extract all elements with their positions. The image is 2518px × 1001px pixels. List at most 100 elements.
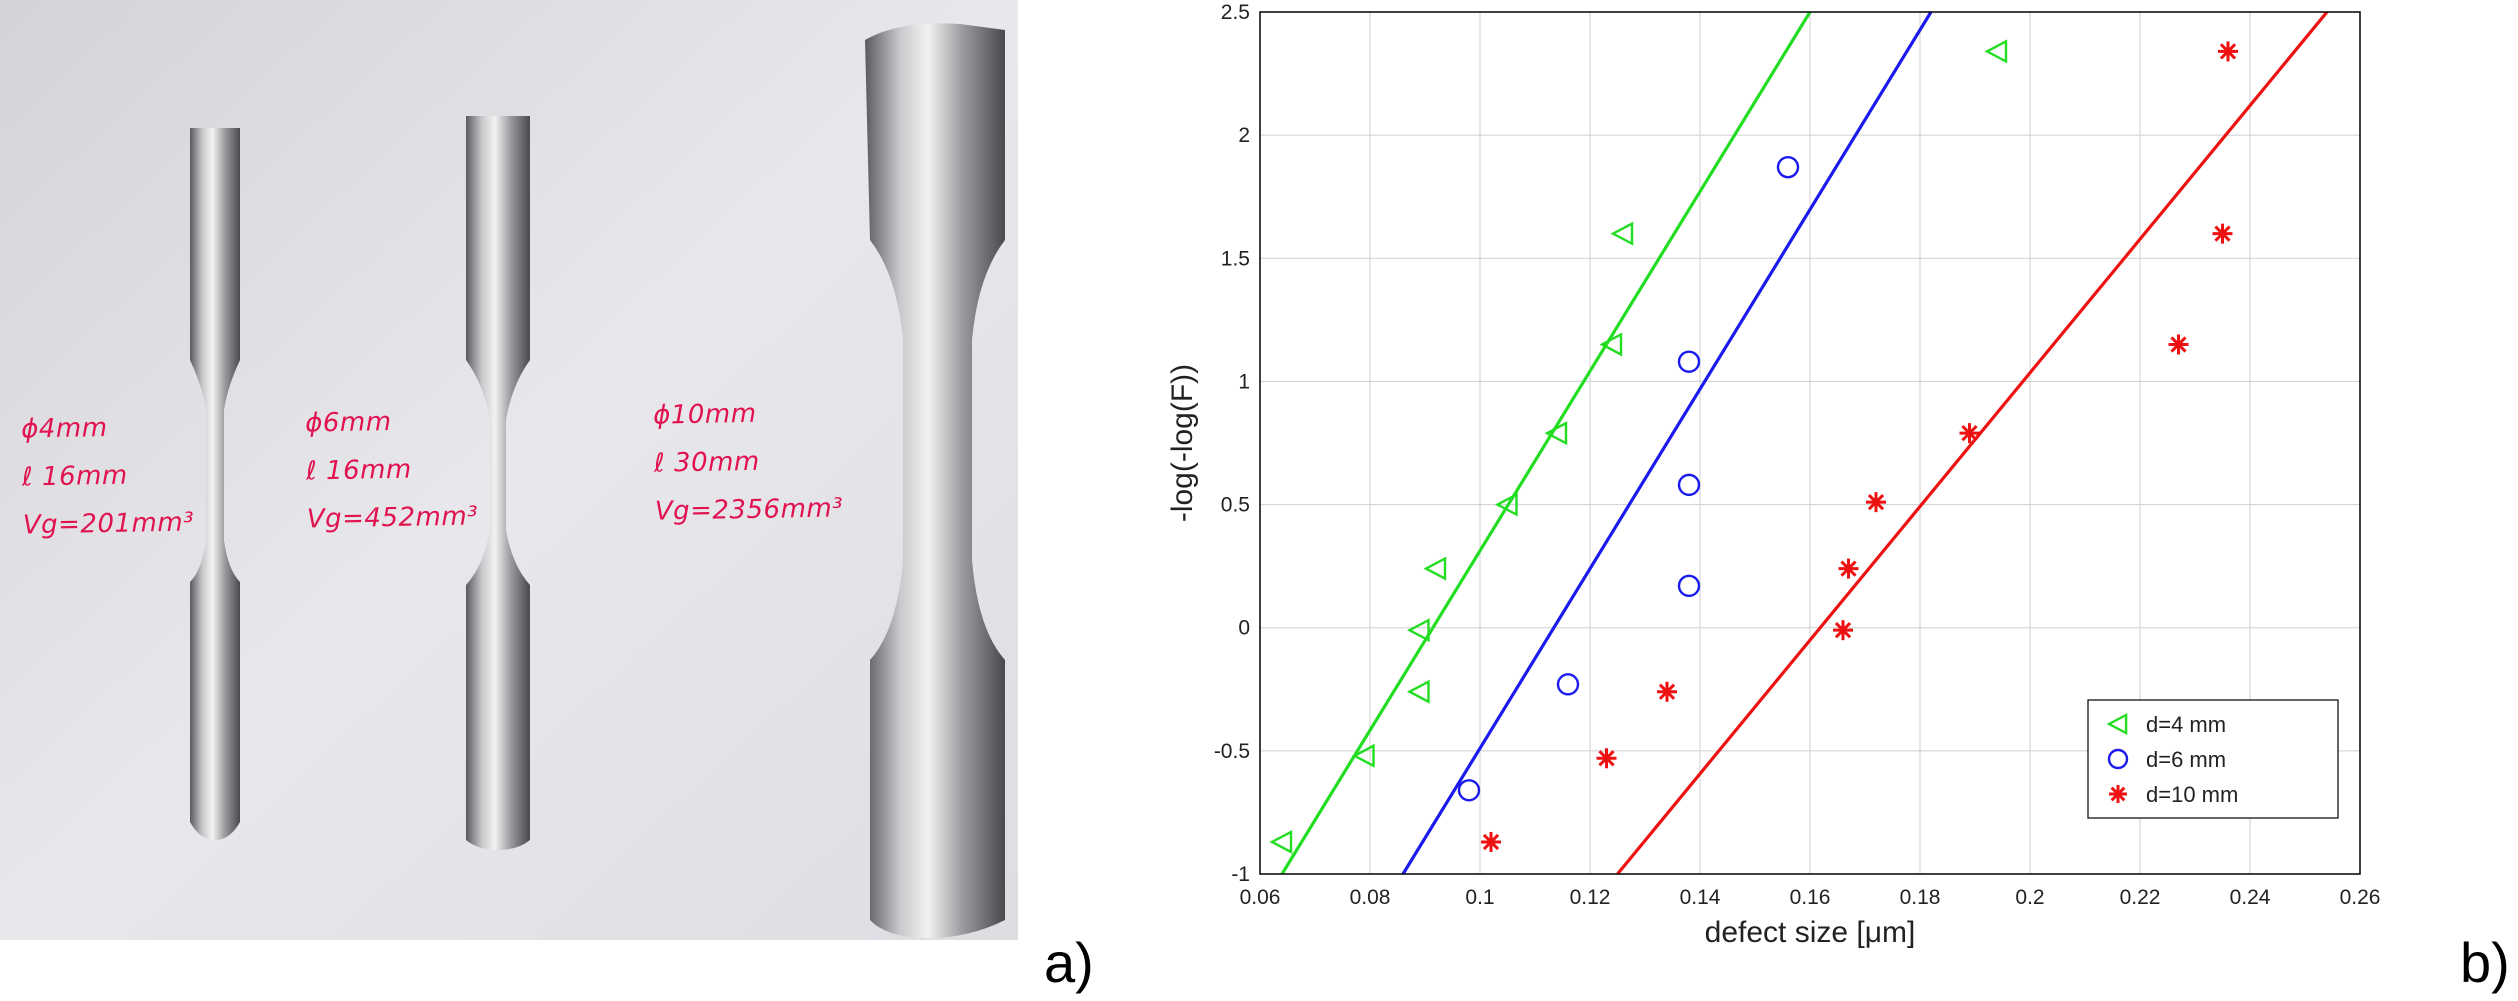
specimen-4mm	[190, 128, 240, 840]
triangle-marker	[1984, 39, 2008, 64]
specimen-volume: Vg=2356mm³	[654, 493, 844, 527]
specimen-length: ℓ 30mm	[653, 446, 761, 479]
data-point	[1657, 681, 1677, 702]
asterisk-stroke	[1598, 750, 1615, 767]
y-tick-label: 0.5	[1221, 494, 1250, 517]
asterisk-stroke	[1658, 683, 1676, 700]
x-tick-label: 0.2	[2015, 886, 2044, 909]
x-tick-label: 0.24	[2230, 886, 2271, 909]
triangle-marker	[1406, 618, 1430, 643]
specimen-photo: ϕ4mm ℓ 16mm Vg=201mm³ ϕ6mm ℓ 16mm Vg=452…	[0, 0, 1018, 940]
data-point	[1677, 574, 1701, 598]
legend-entry: d=10 mm	[2146, 782, 2238, 807]
asterisk-stroke	[2214, 225, 2231, 242]
asterisk-stroke	[2110, 786, 2126, 802]
triangle-marker	[1494, 492, 1518, 517]
data-point	[1457, 779, 1481, 802]
asterisk-stroke	[1840, 560, 1857, 577]
fit-line	[1401, 11, 1933, 875]
legend-box	[2087, 699, 2339, 819]
x-tick-label: 0.1	[1465, 886, 1494, 909]
triangle-marker	[2106, 713, 2128, 735]
legend-marker	[2106, 713, 2128, 735]
asterisk-stroke	[2219, 43, 2237, 60]
triangle-marker	[1544, 421, 1568, 446]
fit-lines	[1280, 10, 2329, 876]
circle-marker	[1677, 574, 1701, 598]
x-axis-label: defect size [μm]	[1705, 916, 1916, 949]
x-tick-label: 0.14	[1680, 886, 1721, 909]
asterisk-stroke	[2170, 336, 2187, 353]
y-tick-label: 1	[1238, 370, 1250, 393]
circle-marker	[1776, 155, 1800, 179]
y-tick-label: -1	[1231, 863, 1250, 886]
triangle-marker	[1406, 679, 1430, 704]
specimen-10mm	[865, 23, 1005, 939]
y-tick-label: 1.5	[1221, 247, 1250, 270]
data-point	[1556, 673, 1580, 696]
asterisk-stroke	[1961, 425, 1978, 442]
data-point	[1544, 421, 1568, 446]
data-point	[1959, 423, 1980, 444]
circle-marker	[1556, 673, 1580, 696]
data-point	[1677, 350, 1701, 373]
legend-marker	[2107, 748, 2129, 770]
panel-label-b: b)	[2460, 931, 2510, 994]
specimen-label-10mm: ϕ10mm ℓ 30mm Vg=2356mm³	[653, 388, 844, 535]
data-point	[2212, 223, 2233, 244]
y-tick-label: -0.5	[1214, 740, 1250, 763]
circle-marker	[1677, 350, 1701, 373]
data-point	[1677, 473, 1701, 497]
y-axis-label: -log(-log(F))	[1166, 364, 1199, 522]
x-tick-label: 0.12	[1570, 886, 1611, 909]
triangle-marker	[1351, 743, 1375, 768]
triangle-marker	[1423, 556, 1447, 581]
legend-entry: d=6 mm	[2146, 747, 2226, 772]
x-tick-label: 0.08	[1350, 886, 1391, 909]
specimen-diameter: ϕ10mm	[652, 398, 757, 431]
circle-marker	[1457, 779, 1481, 802]
asterisk-stroke	[1482, 833, 1500, 851]
circle-marker	[2107, 748, 2129, 770]
specimen-length: ℓ 16mm	[305, 454, 413, 487]
data-point	[1351, 743, 1375, 768]
data-points	[1269, 39, 2238, 854]
x-tick-label: 0.26	[2340, 886, 2381, 909]
data-point	[2218, 41, 2238, 62]
data-point	[1269, 829, 1293, 854]
specimen-diameter: ϕ4mm	[20, 412, 108, 445]
x-tick-label: 0.16	[1790, 886, 1831, 909]
chart-svg: 0.06 0.08 0.1 0.12 0.14 0.16 0.18 0.2 0.22 0.24 0.…	[1166, 1, 2381, 949]
plot-frame	[1259, 11, 2361, 875]
data-point	[1776, 155, 1800, 179]
circle-marker	[1677, 473, 1701, 497]
legend-marker	[2109, 785, 2127, 803]
specimen-6mm	[466, 116, 530, 850]
data-point	[1984, 39, 2008, 64]
data-point	[1838, 558, 1859, 579]
data-point	[1406, 618, 1430, 643]
panel-label-a: a)	[1044, 931, 1094, 994]
data-point	[1406, 679, 1430, 704]
y-tick-label: 0	[1238, 617, 1250, 640]
x-tick-label: 0.06	[1240, 886, 1281, 909]
fit-line	[1280, 11, 1812, 875]
specimen-length: ℓ 16mm	[21, 460, 129, 493]
x-tick-label: 0.22	[2120, 886, 2161, 909]
x-tick-label: 0.18	[1900, 886, 1941, 909]
fit-line	[1616, 10, 2329, 876]
triangle-marker	[1610, 221, 1634, 246]
specimen-diameter: ϕ6mm	[304, 406, 392, 439]
data-point	[1423, 556, 1447, 581]
legend: d=4 mm d=6 mm d=10 mm	[2087, 699, 2339, 819]
tick-labels: 0.06 0.08 0.1 0.12 0.14 0.16 0.18 0.2 0.22 0.24 0.…	[1214, 1, 2381, 909]
data-point	[1833, 620, 1853, 641]
specimen-volume: Vg=452mm³	[306, 501, 479, 535]
specimen-photo-drawing	[0, 0, 1018, 940]
data-point	[1494, 492, 1518, 517]
triangle-marker	[1269, 829, 1293, 854]
triangle-marker	[1599, 332, 1623, 357]
asterisk-stroke	[1867, 493, 1885, 511]
data-point	[1866, 492, 1886, 513]
data-point	[1596, 748, 1617, 769]
